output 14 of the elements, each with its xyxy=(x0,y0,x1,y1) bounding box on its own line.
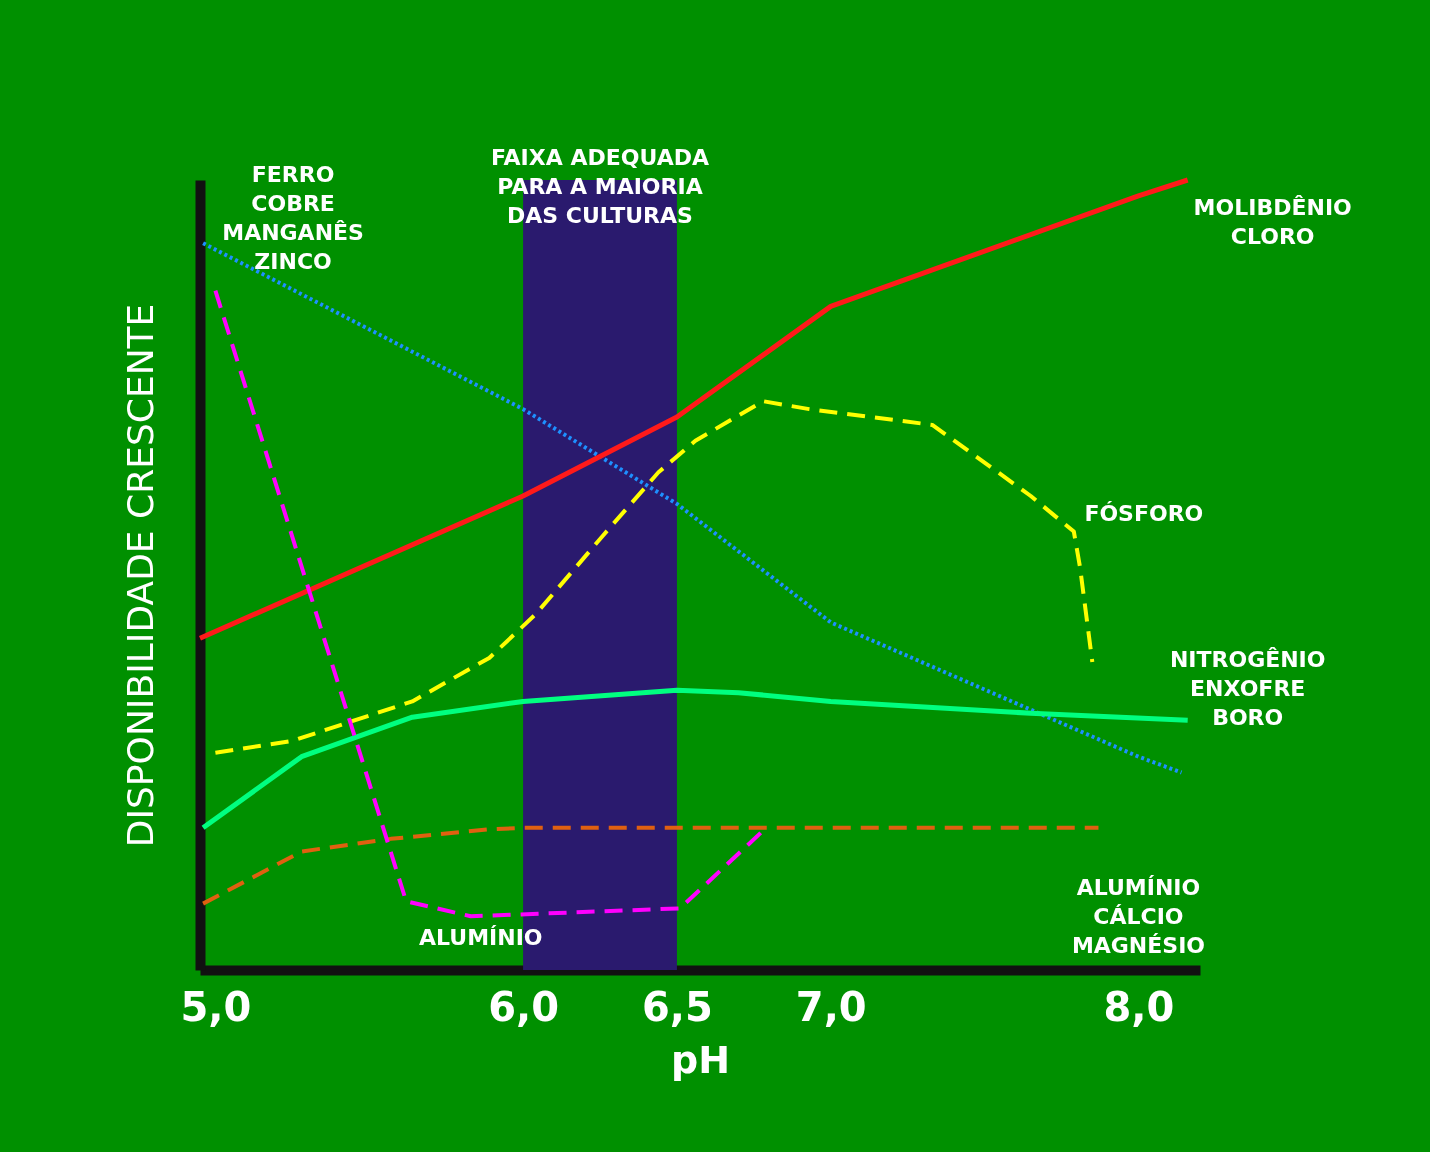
series-label: MOLIBDÊNIO CLORO xyxy=(1193,195,1352,249)
band-label: FAIXA ADEQUADA PARA A MAIORIA DAS CULTURAS xyxy=(491,145,709,228)
x-tick-label: 6,5 xyxy=(641,983,713,1030)
x-axis-title: pH xyxy=(670,1037,731,1082)
x-tick-label: 8,0 xyxy=(1103,983,1175,1030)
text: ALUMÍNIO CÁLCIO MAGNÉSIO xyxy=(1071,874,1206,958)
x-tick-label: 6,0 xyxy=(488,983,560,1030)
series-label: NITROGÊNIO ENXOFRE BORO xyxy=(1169,647,1326,731)
series-label: FERRO COBRE MANGANÊS ZINCO xyxy=(222,162,364,275)
x-tick-label: 5,0 xyxy=(180,983,252,1030)
series-label: ALUMÍNIO xyxy=(419,925,543,951)
x-tick-label: 7,0 xyxy=(795,983,867,1030)
series-label: FÓSFORO xyxy=(1084,500,1204,526)
y-axis-title: DISPONIBILIDADE CRESCENTE xyxy=(119,303,161,848)
